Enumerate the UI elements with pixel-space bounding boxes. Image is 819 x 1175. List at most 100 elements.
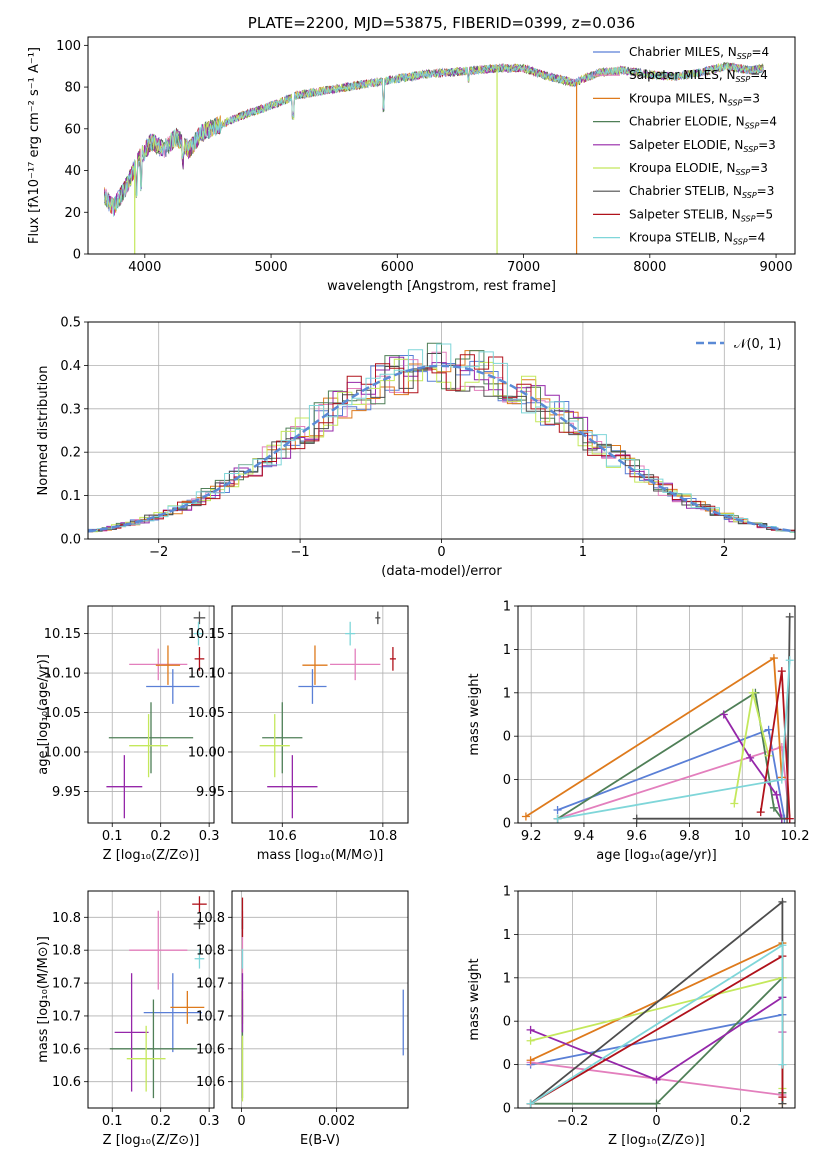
y-tick-label: 1 (503, 971, 511, 986)
y-tick-label: 1 (503, 600, 511, 615)
weight-marker (526, 1025, 535, 1034)
x-tick-label: 0.1 (102, 1114, 123, 1129)
errorbar-point (129, 714, 168, 778)
legend-entry: Chabrier MILES, NSSP=4 (629, 45, 769, 61)
axes-overlay: −0.2 0 0.2 0 0 0 1 1 1 Z [log₁₀(Z/Z⊙)] mass weight (467, 885, 796, 1148)
legend: Chabrier MILES, NSSP=4 Salpeter MILES, NS… (593, 45, 777, 247)
plot-area (521, 612, 794, 823)
y-axis-label: Normed distribution (36, 366, 51, 496)
y-tick-label: 0.1 (60, 489, 81, 504)
errorbar-point (330, 648, 381, 681)
weight-marker (652, 1075, 661, 1084)
x-tick-label: 9.2 (521, 829, 542, 844)
panel-weight-vs-Z: −0.2 0 0.2 0 0 0 1 1 1 Z [log₁₀(Z/Z⊙)] mass weight (467, 885, 796, 1148)
y-tick-label: 10.8 (52, 944, 81, 959)
weight-line-chabrier-elodie (557, 691, 783, 820)
legend-entry: Salpeter MILES, NSSP=4 (629, 68, 768, 84)
x-tick-label: 0.002 (318, 1114, 355, 1129)
weight-marker (632, 814, 641, 823)
y-tick-label: 10.00 (188, 745, 225, 760)
x-tick-label: 10.8 (368, 829, 397, 844)
weight-marker (521, 812, 530, 821)
y-tick-label: 0.3 (60, 402, 81, 417)
hist-chabrier-stelib (88, 353, 795, 534)
plot-area (88, 342, 795, 534)
weight-marker (652, 1099, 661, 1108)
x-axis-label: mass [log₁₀(M/M⊙)] (257, 848, 384, 863)
axes-frame (87, 321, 796, 540)
weight-marker (777, 775, 786, 784)
y-tick-label: 9.95 (52, 785, 81, 800)
y-tick-label: 100 (56, 39, 81, 54)
x-tick-label: −2 (149, 545, 168, 560)
x-tick-label: 10.6 (268, 829, 297, 844)
y-tick-label: 0.0 (60, 533, 81, 548)
x-tick-label: 0.2 (150, 1114, 171, 1129)
y-tick-label: 0 (503, 1015, 511, 1030)
legend-entry: Kroupa MILES, NSSP=3 (629, 91, 760, 107)
weight-line-kroupa-miles (525, 656, 783, 818)
axes-frame (517, 605, 796, 824)
x-tick-label: 6000 (381, 260, 414, 275)
x-axis-label: E(B-V) (300, 1133, 340, 1148)
errorbar-point (192, 896, 207, 913)
errorbar-point (298, 669, 327, 704)
axes-frame (517, 890, 796, 1109)
weight-marker (778, 1093, 787, 1102)
axes-overlay: 0.1 0.2 0.3 9.95 10.00 10.05 10.10 10.15 Z [log₁… (36, 605, 219, 863)
y-axis-label: mass [log₁₀(M/M⊙)] (36, 936, 51, 1063)
errorbar-point (259, 714, 290, 778)
panel-weight-vs-age: 9.2 9.4 9.6 9.8 10 10.2 0 0 0 1 1 1 age [log₁₀(age/y… (467, 600, 809, 864)
errorbar-point (146, 669, 200, 704)
weight-marker (785, 612, 794, 621)
x-tick-label: 8000 (633, 260, 666, 275)
errorbar-point (155, 645, 181, 685)
x-axis-label: Z [log₁₀(Z/Z⊙)] (608, 1133, 705, 1148)
y-tick-label: 9.95 (196, 785, 225, 800)
weight-marker (730, 799, 739, 808)
plot-area (526, 897, 787, 1108)
panel-mass-vs-Z: 0.1 0.2 0.3 10.6 10.6 10.7 10.7 10.8 10.8 Z [log₁… (36, 890, 219, 1148)
errorbar-point (129, 648, 188, 681)
weight-marker (778, 1060, 787, 1069)
axes-frame (87, 36, 796, 255)
axes-frame (87, 605, 215, 824)
y-tick-label: 10.8 (52, 911, 81, 926)
y-axis-label: mass weight (467, 673, 482, 755)
y-axis-label: age [log₁₀(age/yr)] (36, 654, 51, 775)
chart-title: PLATE=2200, MJD=53875, FIBERID=0399, z=0… (248, 14, 635, 32)
plot-area (109, 896, 207, 1099)
errorbar-point (267, 755, 318, 819)
errorbar-point (193, 918, 206, 930)
y-tick-label: 10.00 (44, 745, 81, 760)
x-tick-label: 5000 (255, 260, 288, 275)
weight-line-chabrier-stelib (636, 616, 791, 820)
x-tick-label: 2 (720, 545, 728, 560)
errorbar-point (375, 611, 381, 625)
errorbar-point (108, 702, 194, 774)
y-tick-label: 10.6 (196, 1042, 225, 1057)
y-tick-label: 10.10 (44, 667, 81, 682)
errorbar-point (106, 755, 143, 819)
y-tick-label: 0 (503, 1058, 511, 1073)
panel-age-vs-mass: 10.6 10.8 9.95 10.00 10.05 10.10 10.15 mass [lo… (188, 605, 409, 863)
x-tick-label: 4000 (128, 260, 161, 275)
y-tick-label: 10.6 (196, 1075, 225, 1090)
weight-line-kroupa-stelib (557, 660, 791, 820)
weight-line-salpeter-elodie (723, 714, 783, 819)
x-tick-label: 0.2 (150, 829, 171, 844)
legend-entry: Kroupa ELODIE, NSSP=3 (629, 161, 768, 177)
x-tick-label: 0 (652, 1114, 660, 1129)
panel-residuals: −2 −1 0 1 2 0.0 0.1 0.2 0.3 0.4 0.5 (data-model)/er… (36, 316, 796, 579)
axes-overlay: 9.2 9.4 9.6 9.8 10 10.2 0 0 0 1 1 1 age [log₁₀(age/y… (467, 600, 809, 864)
y-tick-label: 1 (503, 643, 511, 658)
y-tick-label: 40 (64, 164, 81, 179)
weight-marker (719, 710, 728, 719)
spectrum-line-chabrier-elodie (104, 61, 764, 209)
y-tick-label: 10.15 (44, 627, 81, 642)
weight-marker (778, 941, 787, 950)
axes-frame (87, 890, 215, 1109)
y-tick-label: 20 (64, 206, 81, 221)
hist-kroupa-stelib (88, 343, 795, 533)
x-axis-label: (data-model)/error (381, 564, 502, 579)
